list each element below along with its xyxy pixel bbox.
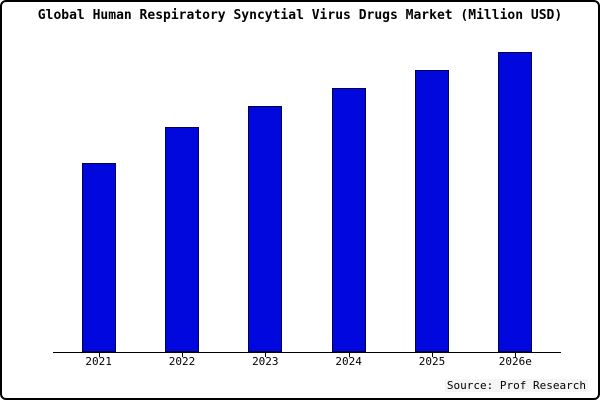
x-tick-2024 [348, 353, 350, 357]
bar-series [57, 37, 557, 352]
bar-2024 [331, 88, 366, 352]
x-axis [53, 352, 561, 357]
x-tick-label-2021: 2021 [85, 355, 112, 368]
plot-area: 2021 2022 2023 2024 2025 2026e [53, 37, 561, 368]
x-tick-label-2025: 2025 [418, 355, 446, 368]
x-tick-label-2024: 2024 [335, 355, 362, 368]
x-tick-2026e [515, 353, 517, 357]
bar-2022 [164, 127, 199, 352]
bar-group-2021 [57, 37, 140, 352]
x-tick-label-2023: 2023 [252, 355, 279, 368]
bar-2026e [498, 52, 533, 352]
source-credit: Source: Prof Research [444, 379, 588, 392]
x-tick-label-2022: 2022 [168, 355, 196, 368]
bar-group-2024 [307, 37, 390, 352]
bar-group-2026e [474, 37, 557, 352]
x-tick-label-2026e: 2026e [498, 355, 532, 368]
bar-2023 [248, 106, 283, 352]
x-tick-2023 [265, 353, 267, 357]
bar-group-2025 [390, 37, 473, 352]
bar-group-2023 [224, 37, 307, 352]
x-tick-labels: 2021 2022 2023 2024 2025 2026e [57, 355, 557, 368]
x-tick-2021 [98, 353, 100, 357]
bar-group-2022 [140, 37, 223, 352]
bar-2021 [81, 163, 116, 352]
chart-title: Global Human Respiratory Syncytial Virus… [37, 8, 563, 23]
x-tick-2025 [432, 353, 433, 357]
bar-2025 [414, 70, 449, 352]
x-tick-2022 [182, 353, 183, 357]
